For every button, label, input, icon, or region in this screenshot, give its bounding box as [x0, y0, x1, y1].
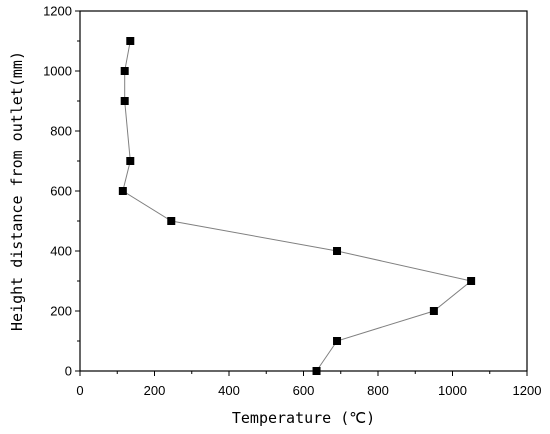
plot-border: [79, 10, 528, 372]
x-tick-label: 200: [144, 383, 166, 398]
data-point: [333, 247, 342, 255]
y-axis-ticks: 0 200 400 600 800 1000 1200: [43, 4, 80, 379]
data-point: [167, 217, 176, 225]
y-tick-label: 400: [50, 244, 72, 259]
series-line: [122, 40, 473, 372]
y-tick-label: 1000: [43, 64, 72, 79]
y-tick-label: 800: [50, 124, 72, 139]
y-tick-label: 200: [50, 304, 72, 319]
y-tick-label: 1200: [43, 4, 72, 19]
data-point: [429, 307, 438, 315]
y-tick-label: 600: [50, 184, 72, 199]
data-point: [467, 277, 476, 285]
x-axis-ticks: 0 200 400 600 800 1000 1200: [76, 371, 541, 398]
x-axis-title: Temperature (℃): [232, 409, 375, 427]
x-tick-label: 800: [367, 383, 389, 398]
data-point: [333, 337, 342, 345]
x-tick-label: 600: [293, 383, 315, 398]
x-tick-label: 1200: [513, 383, 542, 398]
data-point: [120, 97, 129, 105]
x-tick-label: 1000: [438, 383, 467, 398]
plot-frame: [79, 10, 528, 372]
data-point: [126, 37, 135, 45]
series-layer: [118, 37, 476, 375]
x-tick-label: 400: [218, 383, 240, 398]
data-point: [120, 67, 129, 75]
y-axis-title: Height distance from outlet(mm): [8, 51, 26, 331]
data-point: [118, 187, 127, 195]
data-point: [126, 157, 135, 165]
data-point: [312, 367, 321, 375]
x-tick-label: 0: [76, 383, 83, 398]
y-tick-label: 0: [65, 364, 72, 379]
